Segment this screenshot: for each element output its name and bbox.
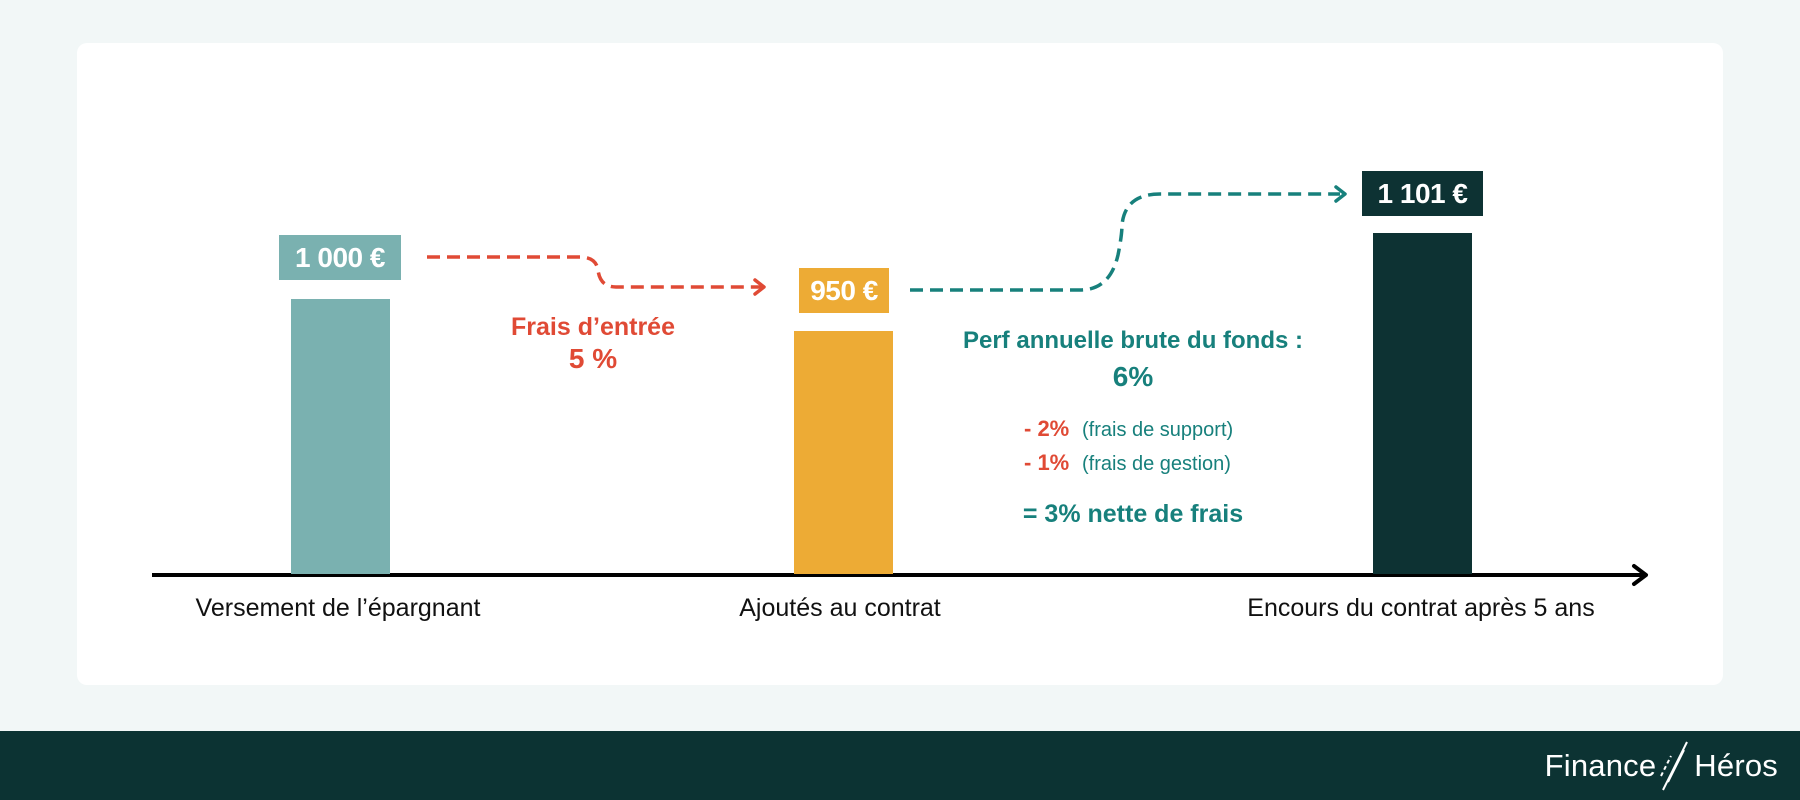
entry-fee-annotation: Frais d’entrée 5 % bbox=[511, 311, 675, 375]
deduction-note: (frais de gestion) bbox=[1082, 453, 1231, 475]
value-text: 1 000 € bbox=[295, 241, 385, 273]
performance-arrow bbox=[910, 185, 1347, 292]
bar-encours bbox=[1373, 233, 1472, 574]
value-label-encours: 1 101 € bbox=[1362, 171, 1483, 216]
category-label-versement: Versement de l’épargnant bbox=[195, 594, 481, 622]
logo-text-heros: Héros bbox=[1694, 748, 1778, 783]
value-text: 1 101 € bbox=[1377, 177, 1468, 209]
deduction-support: - 2% (frais de support) bbox=[1024, 416, 1233, 442]
deduction-gestion: - 1% (frais de gestion) bbox=[1024, 450, 1231, 476]
deduction-amount: - 1% bbox=[1024, 450, 1070, 475]
value-label-ajoutes: 950 € bbox=[799, 268, 889, 313]
deduction-amount: - 2% bbox=[1024, 416, 1070, 441]
footer: Finance Héros bbox=[0, 731, 1800, 800]
performance-annotation: Perf annuelle brute du fonds : 6% bbox=[963, 323, 1303, 395]
x-axis bbox=[152, 564, 1648, 586]
entry-fee-arrow bbox=[427, 255, 766, 296]
value-label-versement: 1 000 € bbox=[279, 235, 401, 280]
performance-title: Perf annuelle brute du fonds : bbox=[962, 327, 1304, 354]
deduction-note: (frais de support) bbox=[1082, 419, 1234, 441]
bar-versement bbox=[291, 299, 390, 574]
logo-text-finance: Finance bbox=[1544, 748, 1657, 783]
performance-value: 6% bbox=[1112, 361, 1154, 392]
bar-ajoutes bbox=[794, 331, 893, 574]
entry-fee-title: Frais d’entrée bbox=[511, 313, 675, 341]
value-text: 950 € bbox=[810, 274, 878, 306]
double-slash-icon bbox=[1660, 741, 1689, 791]
net-performance: = 3% nette de frais bbox=[1022, 500, 1244, 528]
finance-heros-logo: Finance Héros bbox=[1544, 741, 1778, 791]
category-label-ajoutes: Ajoutés au contrat bbox=[739, 594, 941, 622]
category-label-encours: Encours du contrat après 5 ans bbox=[1247, 594, 1595, 622]
entry-fee-value: 5 % bbox=[568, 343, 618, 374]
